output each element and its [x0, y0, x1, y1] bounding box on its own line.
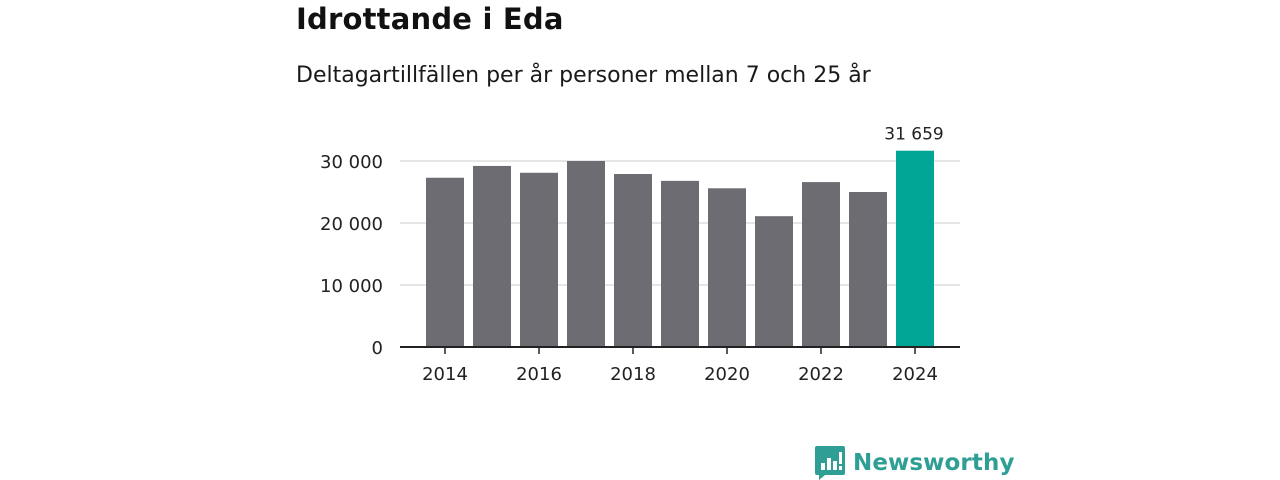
highlight-data-label: 31 659 — [884, 125, 943, 145]
x-tick-label: 2020 — [704, 364, 750, 385]
bar-2023 — [849, 192, 887, 347]
x-tick-label: 2014 — [422, 364, 468, 385]
newsworthy-logo-icon — [815, 446, 845, 480]
y-tick-label: 20 000 — [320, 214, 383, 235]
bar-2021 — [755, 216, 793, 347]
bar-2016 — [520, 172, 558, 347]
bar-2024 — [896, 150, 934, 347]
x-tick-label: 2022 — [798, 364, 844, 385]
bar-2015 — [473, 165, 511, 347]
chart-subtitle: Deltagartillfällen per år personer mella… — [296, 63, 871, 88]
newsworthy-logo-text: Newsworthy — [853, 450, 1015, 476]
chart-title: Idrottande i Eda — [296, 2, 564, 36]
y-tick-label: 30 000 — [320, 152, 383, 173]
axes — [400, 346, 960, 354]
bar-2017 — [567, 161, 605, 347]
bar-2014 — [426, 177, 464, 347]
bars — [426, 150, 934, 347]
bar-2019 — [661, 180, 699, 347]
y-tick-label: 10 000 — [320, 276, 383, 297]
y-tick-label: 0 — [372, 338, 383, 359]
bar-2022 — [802, 182, 840, 347]
x-tick-label: 2018 — [610, 364, 656, 385]
x-tick-label: 2024 — [892, 364, 938, 385]
newsworthy-logo: Newsworthy — [815, 446, 1015, 480]
bar-2018 — [614, 174, 652, 347]
bar-2020 — [708, 188, 746, 347]
x-tick-label: 2016 — [516, 364, 562, 385]
labels: 0 10 000 20 000 30 000 2014 2016 2018 2020 2022 2… — [320, 125, 944, 385]
